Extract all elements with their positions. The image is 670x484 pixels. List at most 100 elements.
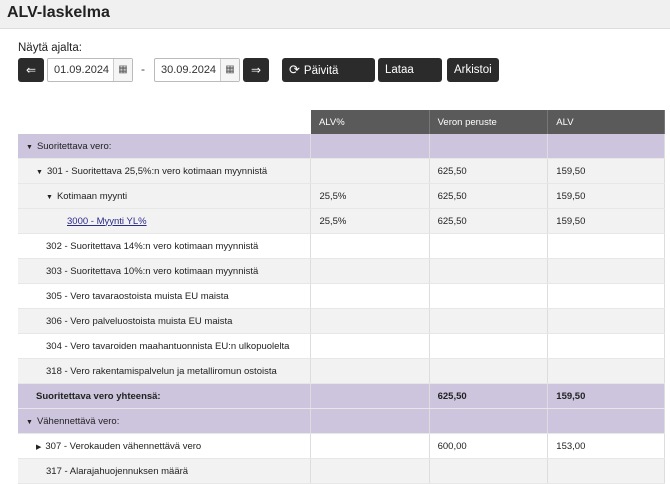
- cell-pct: [310, 458, 430, 484]
- calendar-icon[interactable]: ▦: [113, 59, 132, 81]
- row-label: 306 - Vero palveluostoista muista EU mai…: [18, 308, 312, 334]
- row-label: 302 - Suoritettava 14%:n vero kotimaan m…: [18, 233, 312, 259]
- cell-pct: [310, 134, 430, 159]
- table-row[interactable]: 302 - Suoritettava 14%:n vero kotimaan m…: [18, 233, 665, 259]
- table-row[interactable]: 3000 - Myynti YL% 25,5% 625,50 159,50: [18, 208, 665, 234]
- table-row[interactable]: ▼ 301 - Suoritettava 25,5%:n vero kotimaa…: [18, 158, 665, 184]
- table-row[interactable]: ▼ Kotimaan myynti 25,5% 625,50 159,50: [18, 183, 665, 209]
- table-row[interactable]: 303 - Suoritettava 10%:n vero kotimaan m…: [18, 258, 665, 284]
- row-label: ▼ Suoritettava vero:: [18, 134, 312, 159]
- cell-vat: [547, 308, 665, 334]
- header-description: [18, 110, 311, 134]
- date-separator: -: [141, 62, 145, 76]
- end-date-field[interactable]: 30.09.2024 ▦: [154, 58, 240, 82]
- start-date-field[interactable]: 01.09.2024 ▦: [47, 58, 133, 82]
- cell-vat: [547, 233, 665, 259]
- table-row[interactable]: 318 - Vero rakentamispalvelun ja metalli…: [18, 358, 665, 384]
- cell-pct: [310, 408, 430, 434]
- table-header-row: ALV% Veron peruste ALV: [18, 110, 665, 134]
- table-row[interactable]: ▶ 307 - Verokauden vähennettävä vero 600,…: [18, 433, 665, 459]
- cell-base: 625,50: [429, 183, 549, 209]
- cell-base: 625,50: [429, 208, 549, 234]
- download-pdf-button[interactable]: Lataa PDF: [378, 58, 442, 100]
- header-vat: ALV: [547, 110, 665, 134]
- cell-base: [429, 458, 549, 484]
- cell-pct: 25,5%: [310, 208, 430, 234]
- expand-triangle-icon[interactable]: ▶: [36, 443, 42, 451]
- calendar-icon[interactable]: ▦: [220, 59, 239, 81]
- cell-vat: [547, 258, 665, 284]
- cell-vat: 159,50: [547, 158, 665, 184]
- row-label: 3000 - Myynti YL%: [18, 208, 312, 234]
- row-label: 317 - Alarajahuojennuksen määrä: [18, 458, 312, 484]
- row-label: ▶ 307 - Verokauden vähennettävä vero: [18, 433, 312, 459]
- table-row[interactable]: 317 - Alarajahuojennuksen määrä: [18, 458, 665, 484]
- arrow-left-icon: ⇐: [25, 63, 37, 77]
- cell-vat: 159,50: [547, 208, 665, 234]
- cell-vat: [547, 408, 665, 434]
- row-label: 318 - Vero rakentamispalvelun ja metalli…: [18, 358, 312, 384]
- cell-pct: [310, 383, 430, 409]
- row-label: ▼ Kotimaan myynti: [18, 183, 312, 209]
- cell-base: [429, 134, 549, 159]
- cell-pct: [310, 308, 430, 334]
- cell-vat: [547, 458, 665, 484]
- table-row[interactable]: 306 - Vero palveluostoista muista EU mai…: [18, 308, 665, 334]
- cell-base: [429, 333, 549, 359]
- cell-vat: [547, 283, 665, 309]
- refresh-icon: ⟳: [289, 62, 300, 77]
- archive-label: Arkistoi: [454, 64, 492, 76]
- cell-pct: 25,5%: [310, 183, 430, 209]
- cell-vat: [547, 134, 665, 159]
- cell-vat: [547, 333, 665, 359]
- row-label: ▼ Vähennettävä vero:: [18, 408, 312, 434]
- cell-base: 625,50: [429, 158, 549, 184]
- cell-vat: 153,00: [547, 433, 665, 459]
- table-row[interactable]: 305 - Vero tavaraostoista muista EU mais…: [18, 283, 665, 309]
- vat-report-table: ALV% Veron peruste ALV ▼ Suoritettava ver…: [18, 110, 665, 484]
- cell-pct: [310, 258, 430, 284]
- start-date-value: 01.09.2024: [54, 64, 110, 76]
- row-label: Suoritettava vero yhteensä:: [18, 383, 312, 409]
- row-label: 304 - Vero tavaroiden maahantuonnista EU…: [18, 333, 312, 359]
- collapse-triangle-icon[interactable]: ▼: [26, 143, 33, 151]
- title-bar: [0, 0, 670, 29]
- cell-base: [429, 233, 549, 259]
- cell-pct: [310, 158, 430, 184]
- cell-base: [429, 408, 549, 434]
- table-row[interactable]: 304 - Vero tavaroiden maahantuonnista EU…: [18, 333, 665, 359]
- refresh-button[interactable]: ⟳ Päivitä tiedot: [282, 58, 375, 101]
- cell-base: [429, 308, 549, 334]
- cell-vat: 159,50: [547, 383, 665, 409]
- cell-vat: [547, 358, 665, 384]
- header-tax-base: Veron peruste: [429, 110, 549, 134]
- section-row-deductible[interactable]: ▼ Vähennettävä vero:: [18, 408, 665, 434]
- section-row-payable[interactable]: ▼ Suoritettava vero:: [18, 134, 665, 159]
- cell-base: 625,50: [429, 383, 549, 409]
- refresh-label: Päivitä tiedot: [289, 65, 339, 101]
- end-date-value: 30.09.2024: [161, 64, 217, 76]
- archive-button[interactable]: Arkistoi: [447, 58, 499, 82]
- row-label: ▼ 301 - Suoritettava 25,5%:n vero kotimaa…: [18, 158, 312, 184]
- download-pdf-label: Lataa PDF: [385, 64, 414, 100]
- cell-pct: [310, 333, 430, 359]
- cell-base: [429, 258, 549, 284]
- cell-vat: 159,50: [547, 183, 665, 209]
- row-label: 303 - Suoritettava 10%:n vero kotimaan m…: [18, 258, 312, 284]
- next-period-button[interactable]: ⇒: [243, 58, 269, 82]
- cell-pct: [310, 358, 430, 384]
- cell-pct: [310, 283, 430, 309]
- arrow-right-icon: ⇒: [250, 63, 262, 77]
- collapse-triangle-icon[interactable]: ▼: [26, 418, 33, 426]
- date-range-label: Näytä ajalta:: [18, 42, 82, 54]
- cell-pct: [310, 233, 430, 259]
- account-link[interactable]: 3000 - Myynti YL%: [67, 215, 147, 227]
- previous-period-button[interactable]: ⇐: [18, 58, 44, 82]
- cell-base: 600,00: [429, 433, 549, 459]
- cell-base: [429, 283, 549, 309]
- collapse-triangle-icon[interactable]: ▼: [36, 168, 43, 176]
- total-row-payable: Suoritettava vero yhteensä: 625,50 159,5…: [18, 383, 665, 409]
- collapse-triangle-icon[interactable]: ▼: [46, 193, 53, 201]
- cell-pct: [310, 433, 430, 459]
- page-title: ALV-laskelma: [7, 4, 110, 21]
